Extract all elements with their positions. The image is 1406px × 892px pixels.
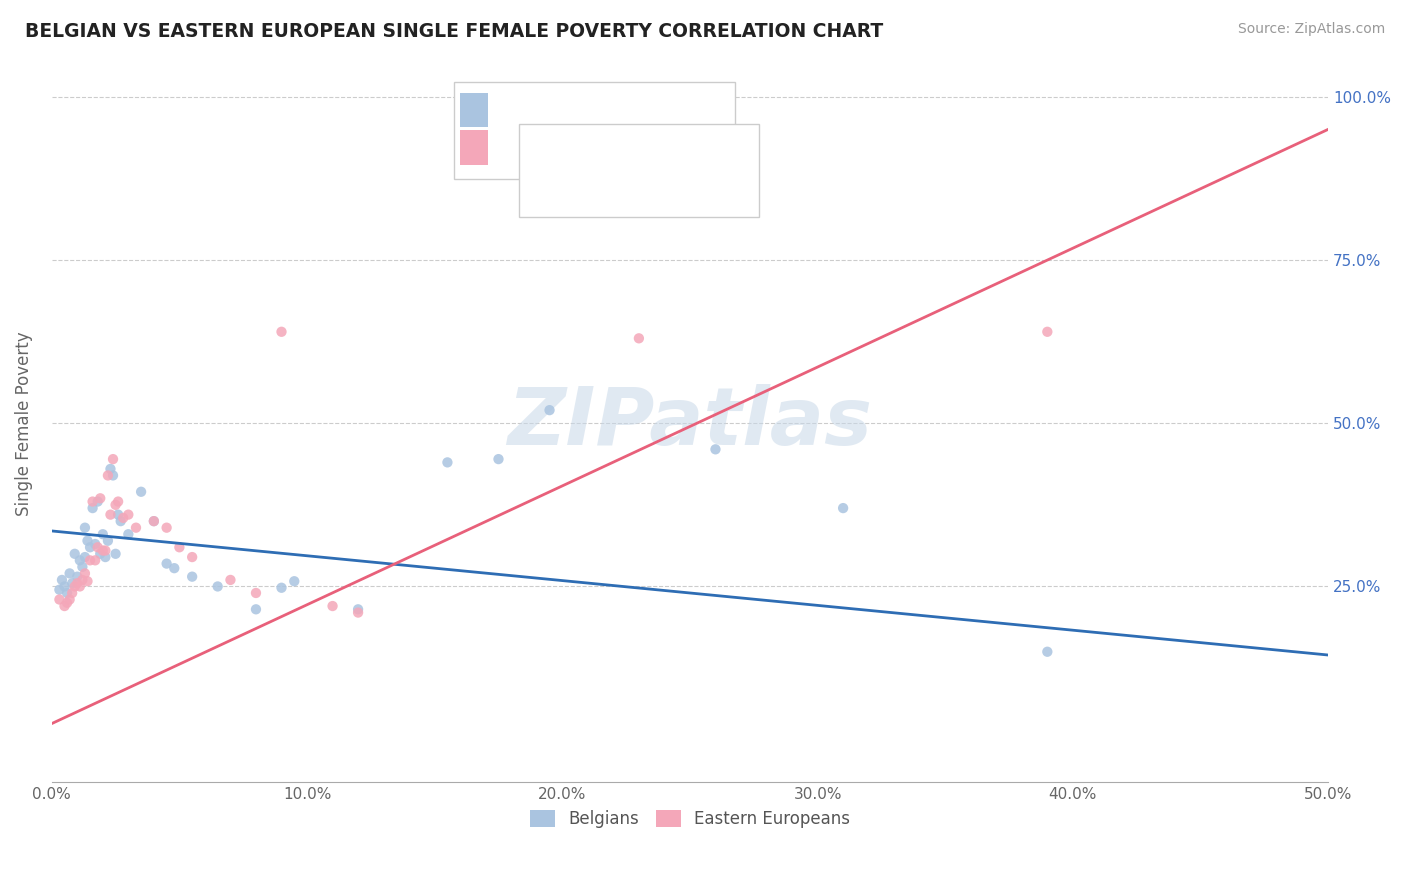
Point [79, 553, 101, 567]
Point [76, 574, 98, 589]
Point [72, 559, 94, 574]
Point [163, 561, 186, 575]
Point [347, 602, 370, 616]
Point [110, 514, 132, 528]
Point [48, 592, 70, 607]
Point [56, 596, 79, 610]
Point [60, 586, 83, 600]
Point [79, 541, 101, 555]
Point [84, 537, 107, 551]
Point [1036, 325, 1059, 339]
Point [66, 576, 89, 591]
Point [73, 550, 96, 565]
Point [436, 455, 458, 469]
Point [283, 574, 305, 589]
Point [76, 533, 98, 548]
Point [84, 553, 107, 567]
Point [104, 547, 127, 561]
Text: N =: N = [650, 100, 686, 119]
Point [82, 494, 104, 508]
Point [89, 491, 111, 506]
Text: 37: 37 [706, 137, 728, 156]
Point [112, 511, 135, 525]
Point [219, 573, 242, 587]
Point [832, 501, 855, 516]
Point [125, 521, 148, 535]
Point [94, 543, 117, 558]
Point [100, 508, 122, 522]
Point [53, 579, 76, 593]
Y-axis label: Single Female Poverty: Single Female Poverty [15, 331, 32, 516]
FancyBboxPatch shape [460, 130, 488, 165]
Point [73, 521, 96, 535]
Point [97, 468, 120, 483]
Point [73, 566, 96, 581]
Point [207, 579, 229, 593]
Point [89, 547, 111, 561]
Point [56, 586, 79, 600]
Point [156, 521, 179, 535]
Point [100, 462, 122, 476]
Text: N =: N = [650, 137, 686, 156]
Point [48, 582, 70, 597]
Point [181, 550, 204, 565]
Point [69, 553, 91, 567]
Point [94, 550, 117, 565]
Point [104, 498, 127, 512]
Point [538, 403, 561, 417]
Point [156, 557, 179, 571]
Point [59, 592, 82, 607]
Point [270, 325, 292, 339]
Point [91, 527, 114, 541]
Point [59, 566, 82, 581]
Text: BELGIAN VS EASTERN EUROPEAN SINGLE FEMALE POVERTY CORRELATION CHART: BELGIAN VS EASTERN EUROPEAN SINGLE FEMAL… [25, 22, 883, 41]
Point [704, 442, 727, 457]
Point [101, 452, 124, 467]
FancyBboxPatch shape [460, 93, 488, 128]
Point [270, 581, 292, 595]
Point [53, 599, 76, 613]
Point [627, 331, 650, 345]
Point [107, 494, 129, 508]
Point [142, 514, 165, 528]
Point [181, 569, 204, 583]
Point [69, 579, 91, 593]
Point [129, 484, 152, 499]
Text: R =: R = [499, 137, 534, 156]
Point [91, 543, 114, 558]
Text: Source: ZipAtlas.com: Source: ZipAtlas.com [1237, 22, 1385, 37]
Point [117, 508, 139, 522]
Text: 43: 43 [706, 100, 728, 119]
Text: ZIPatlas: ZIPatlas [508, 384, 873, 462]
Text: R =: R = [499, 100, 534, 119]
Point [82, 501, 104, 516]
Point [245, 602, 267, 616]
Point [72, 573, 94, 587]
Point [322, 599, 344, 613]
Point [66, 569, 89, 583]
Point [107, 508, 129, 522]
Point [101, 468, 124, 483]
Point [97, 533, 120, 548]
Point [142, 514, 165, 528]
Point [63, 547, 86, 561]
Point [245, 586, 267, 600]
Point [63, 579, 86, 593]
Point [169, 541, 191, 555]
Legend: Belgians, Eastern Europeans: Belgians, Eastern Europeans [523, 804, 856, 835]
Point [86, 541, 108, 555]
Text: -0.209: -0.209 [557, 100, 617, 119]
Point [86, 494, 108, 508]
Point [117, 527, 139, 541]
FancyBboxPatch shape [454, 82, 734, 179]
Point [51, 573, 73, 587]
Text: 0.672: 0.672 [557, 137, 616, 156]
Point [347, 606, 370, 620]
Point [60, 576, 83, 591]
Point [1036, 645, 1059, 659]
Point [488, 452, 510, 467]
